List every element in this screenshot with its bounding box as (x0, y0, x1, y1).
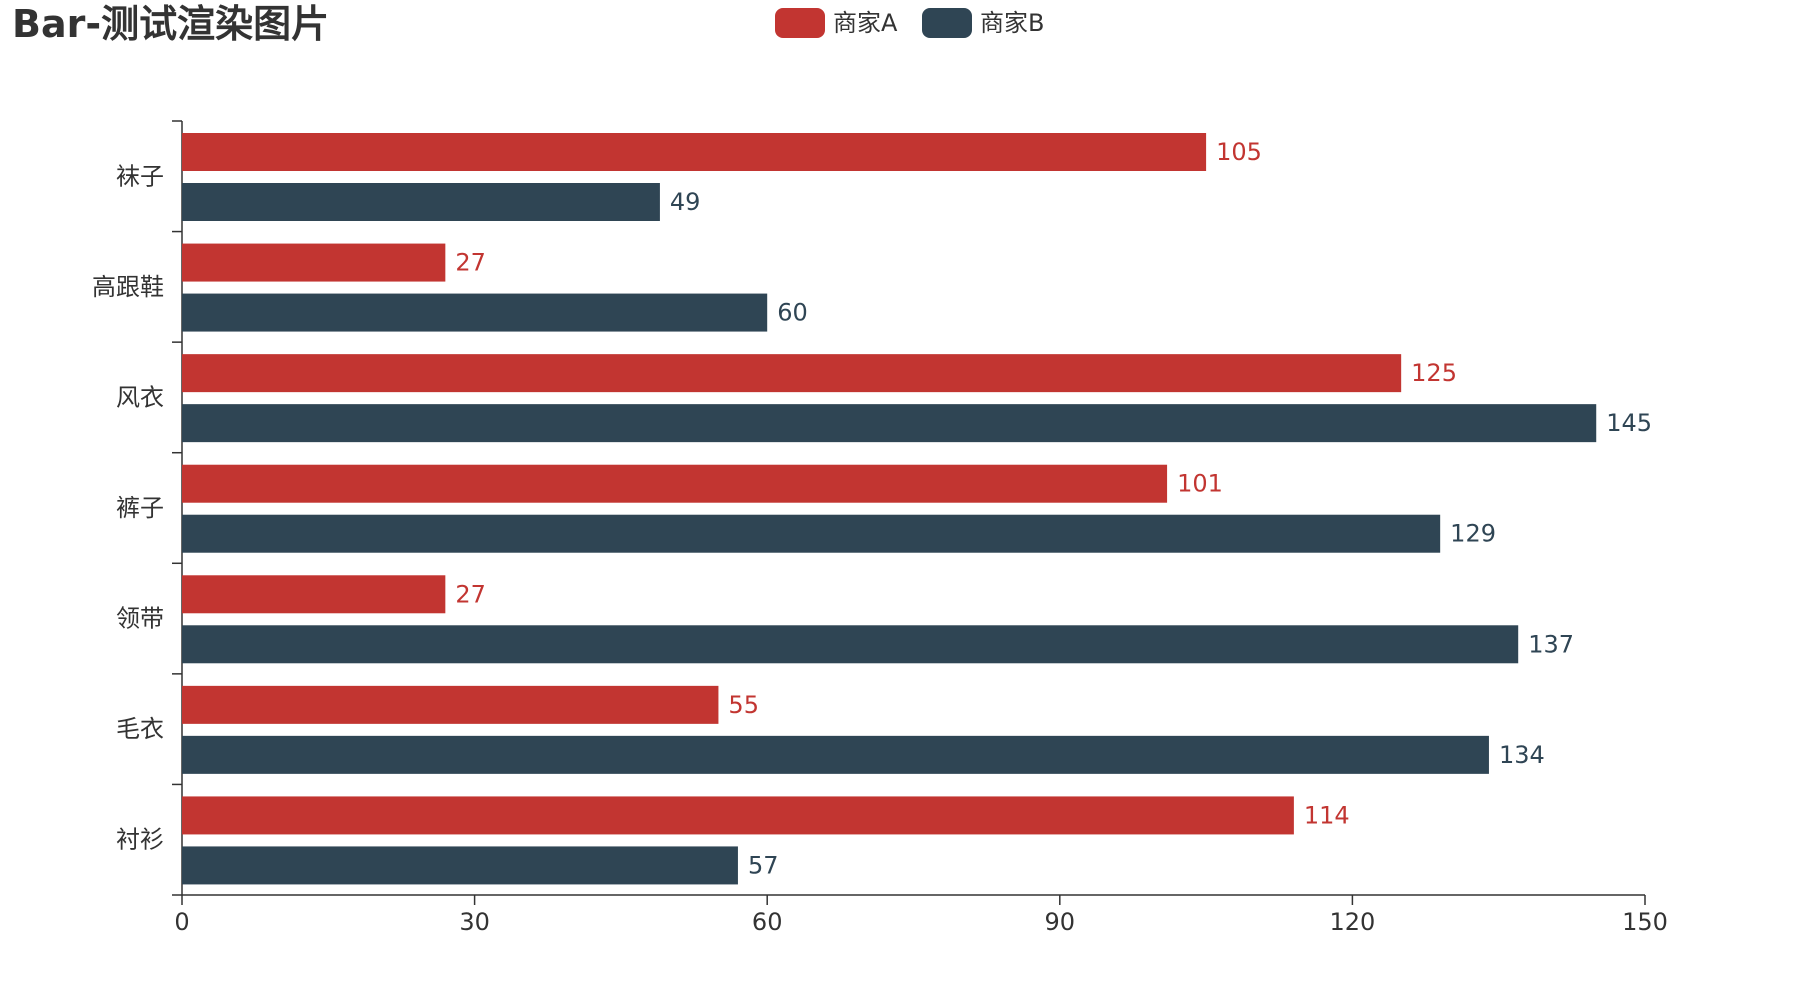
y-axis-category-label: 袜子 (116, 162, 164, 190)
legend-swatch-series-a (775, 8, 825, 38)
x-axis-tick-label: 120 (1329, 908, 1375, 936)
bar-value-label: 145 (1606, 409, 1652, 437)
x-axis-tick-label: 30 (459, 908, 490, 936)
bar-value-label: 57 (748, 851, 779, 879)
bar-value-label: 137 (1528, 630, 1574, 658)
bar-value-label: 134 (1499, 741, 1545, 769)
bar-series-b[interactable] (182, 625, 1519, 664)
bar-series-a[interactable] (182, 796, 1294, 835)
chart-legend: 商家A 商家B (775, 8, 1044, 38)
legend-swatch-series-b (922, 8, 972, 38)
plot-area: 0 30 60 90 120 150 袜子 105 49 高跟鞋 27 60 风衣 125 145 裤子 101… (92, 120, 1668, 936)
bar-value-label: 114 (1304, 801, 1350, 829)
y-axis-category-label: 裤子 (116, 494, 164, 522)
x-axis-tick-label: 150 (1622, 908, 1668, 936)
legend-label-series-b: 商家B (980, 9, 1044, 37)
bar-series-b[interactable] (182, 735, 1489, 774)
chart-title: Bar-测试渲染图片 (12, 2, 329, 46)
bar-series-a[interactable] (182, 243, 446, 282)
legend-item-series-b[interactable]: 商家B (922, 8, 1044, 38)
bar-series-a[interactable] (182, 464, 1168, 503)
y-axis-category-label: 领带 (116, 605, 164, 633)
y-axis-category-label: 毛衣 (116, 715, 164, 743)
bar-value-label: 55 (728, 691, 759, 719)
bar-series-a[interactable] (182, 354, 1402, 393)
y-axis-category-label: 高跟鞋 (92, 273, 164, 301)
bar-value-label: 27 (455, 580, 486, 608)
bar-series-b[interactable] (182, 514, 1441, 553)
x-axis-tick-label: 0 (174, 908, 189, 936)
bar-series-b[interactable] (182, 293, 768, 332)
bar-series-a[interactable] (182, 133, 1207, 171)
bar-value-label: 129 (1450, 520, 1496, 548)
bar-value-label: 105 (1216, 138, 1262, 166)
bar-value-label: 125 (1411, 359, 1457, 387)
bar-series-a[interactable] (182, 575, 446, 614)
bar-value-label: 27 (455, 249, 486, 277)
bar-value-label: 101 (1177, 470, 1223, 498)
bar-series-b[interactable] (182, 183, 660, 221)
bar-series-b[interactable] (182, 846, 738, 885)
bar-series-b[interactable] (182, 404, 1597, 443)
legend-item-series-a[interactable]: 商家A (775, 8, 898, 38)
x-axis-tick-label: 60 (752, 908, 783, 936)
y-axis-category-label: 风衣 (116, 383, 164, 411)
y-axis-category-label: 衬衫 (116, 826, 164, 854)
bar-value-label: 49 (670, 188, 701, 216)
legend-label-series-a: 商家A (833, 9, 898, 37)
x-axis-tick-label: 90 (1045, 908, 1076, 936)
bar-series-a[interactable] (182, 685, 719, 724)
bar-value-label: 60 (777, 299, 808, 327)
